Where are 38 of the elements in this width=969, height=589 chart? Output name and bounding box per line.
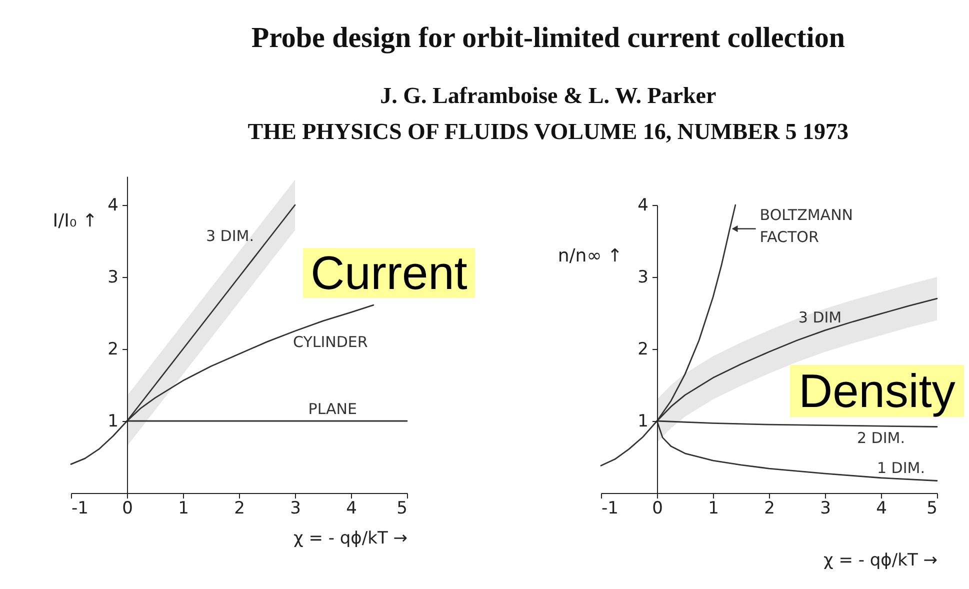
x-tick-label: 5 (396, 498, 408, 518)
y-tick-label: 1 (108, 412, 118, 432)
x-tick-label: 2 (764, 498, 775, 518)
y-tick-label: 4 (108, 196, 118, 216)
series-label: 3 DIM. (206, 227, 254, 245)
y-axis-title: I/I₀ ↑ (52, 210, 98, 232)
annotation: Current (310, 246, 468, 299)
x-tick-label: 1 (708, 498, 719, 518)
series-label: 2 DIM. (857, 429, 905, 448)
annotation: Density (798, 364, 956, 417)
y-axis-title: n/n∞ ↑ (558, 246, 622, 266)
x-tick-label: 4 (346, 498, 357, 518)
y-tick-label: 1 (638, 412, 648, 432)
x-tick-label: 3 (290, 498, 301, 518)
series-label: 3 DIM (798, 308, 842, 326)
x-axis-title: χ = - qϕ/kT → (293, 528, 408, 548)
x-tick-label: 0 (652, 498, 663, 518)
text: J. G. Laframboise & L. W. Parker (380, 83, 716, 108)
x-tick-label: 3 (820, 498, 831, 518)
y-tick-label: 4 (638, 196, 648, 216)
x-tick-label: -1 (602, 498, 618, 518)
x-tick-label: 4 (876, 498, 887, 518)
y-tick-label: 2 (638, 340, 648, 360)
series-label: 1 DIM. (877, 458, 925, 477)
x-tick-label: 5 (926, 498, 938, 518)
y-tick-label: 3 (108, 268, 118, 288)
x-tick-label: -1 (72, 498, 88, 518)
series-label: CYLINDER (293, 333, 368, 351)
text: Probe design for orbit-limited current collection (251, 22, 845, 54)
text: THE PHYSICS OF FLUIDS VOLUME 16, NUMBER 5 1973 (248, 119, 849, 144)
x-tick-label: 0 (122, 498, 133, 518)
x-tick-label: 1 (178, 498, 189, 518)
x-axis-title: χ = - qϕ/kT → (823, 550, 938, 570)
y-tick-label: 3 (638, 268, 648, 288)
y-tick-label: 2 (108, 340, 118, 360)
legend-label: BOLTZMANN FACTOR (760, 206, 854, 246)
x-tick-label: 2 (234, 498, 245, 518)
series-label: PLANE (308, 400, 357, 418)
